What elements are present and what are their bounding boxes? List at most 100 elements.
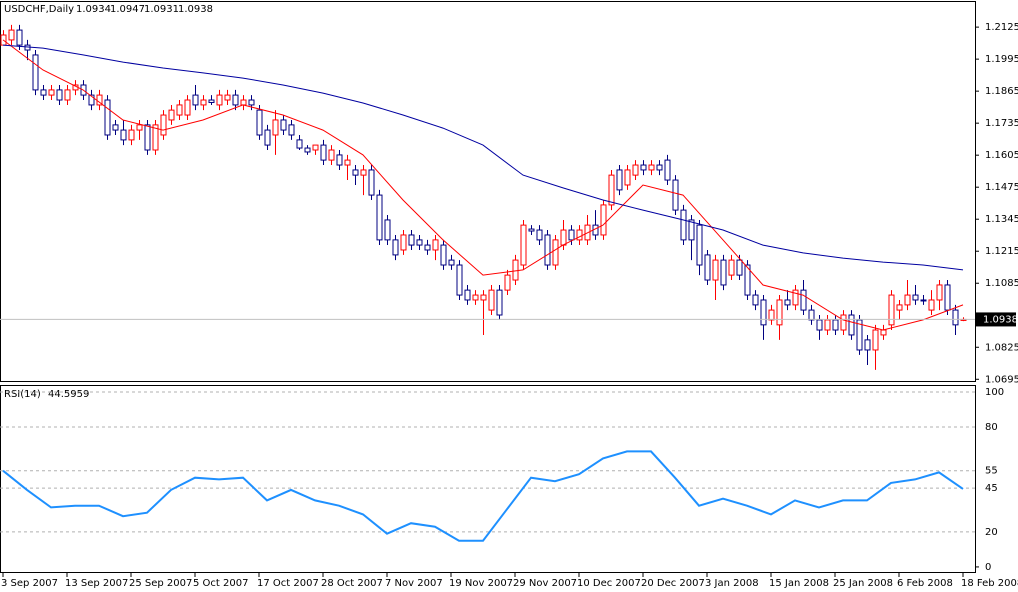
candle-body [936, 284, 943, 301]
candle-body [160, 114, 167, 136]
candle-body [448, 259, 455, 266]
x-tick-label: 6 Feb 2008 [897, 578, 953, 589]
y-tick-label: 100 [985, 387, 1004, 398]
candle-body [664, 159, 671, 181]
candle-body [440, 244, 447, 266]
x-tick-label: 17 Oct 2007 [257, 578, 319, 589]
candle-body [328, 149, 335, 161]
candle-body [712, 259, 719, 281]
y-tick-label: 80 [985, 422, 998, 433]
candle-body [256, 109, 263, 136]
candle-body [680, 209, 687, 241]
candle-body [552, 239, 559, 266]
candle-body [464, 289, 471, 301]
rsi-panel [0, 385, 976, 573]
candle-body [360, 169, 367, 176]
candle-body [456, 264, 463, 296]
candle-body [528, 228, 535, 232]
candle-body [32, 54, 39, 91]
x-tick-label: 5 Oct 2007 [193, 578, 248, 589]
x-tick-label: 20 Dec 2007 [641, 578, 705, 589]
candle-body [920, 299, 927, 302]
candle-body [480, 294, 487, 301]
candle-body [840, 314, 847, 331]
y-tick-label: 1.0825 [985, 342, 1018, 353]
x-tick-label: 25 Jan 2008 [833, 578, 893, 589]
candle-body [56, 89, 63, 101]
candle-body [384, 219, 391, 241]
y-tick-label: 1.1995 [985, 54, 1018, 65]
y-tick-label: 1.1735 [985, 118, 1018, 129]
candle-body [312, 144, 319, 151]
rsi-line [2, 450, 964, 542]
candle-body [40, 89, 47, 96]
candle-body [512, 259, 519, 281]
candle-body [544, 234, 551, 266]
candle-body [432, 239, 439, 251]
rsi-title: RSI(14) [4, 389, 41, 400]
candle-body [912, 294, 919, 301]
candle-body [944, 284, 951, 311]
candle-body [416, 239, 423, 246]
y-tick-label: 1.1345 [985, 214, 1018, 225]
last-price-box [976, 312, 1016, 327]
candle-body [104, 99, 111, 136]
y-tick-label: 1.1605 [985, 150, 1018, 161]
candle-body [632, 164, 639, 176]
header-open: 1.0934 [76, 4, 111, 15]
candle-body [240, 99, 247, 106]
candle-body [600, 204, 607, 236]
candle-body [288, 124, 295, 136]
candle-body [608, 174, 615, 206]
y-tick-label: 1.0695 [985, 374, 1018, 385]
candle-body [64, 89, 71, 101]
candle-body [696, 224, 703, 266]
x-tick-label: 7 Nov 2007 [385, 578, 443, 589]
candle-body [472, 294, 479, 301]
candle-body [408, 234, 415, 246]
candle-body [520, 224, 527, 266]
candle-body [816, 319, 823, 331]
candle-body [376, 194, 383, 241]
candle-body [832, 319, 839, 331]
x-tick-label: 18 Feb 2008 [961, 578, 1018, 589]
y-tick-label: 1.1085 [985, 278, 1018, 289]
header-high: 1.0947 [110, 4, 145, 15]
candle-body [792, 289, 799, 306]
candle-body [232, 94, 239, 106]
y-tick-label: 1.2125 [985, 22, 1018, 33]
last-price-label: 1.0938 [983, 314, 1018, 325]
candle-body [760, 299, 767, 326]
candle-body [720, 259, 727, 286]
candle-body [896, 304, 903, 311]
candle-body [344, 159, 351, 166]
y-tick-label: 55 [985, 466, 998, 477]
candle-body [48, 89, 55, 96]
candle-body [824, 319, 831, 331]
candle-body [640, 164, 647, 171]
x-tick-label: 29 Nov 2007 [513, 578, 577, 589]
y-tick-label: 1.1215 [985, 246, 1018, 257]
candle-body [672, 179, 679, 211]
candle-body [576, 229, 583, 241]
x-tick-label: 19 Nov 2007 [449, 578, 513, 589]
candle-body [904, 294, 911, 306]
x-tick-label: 13 Sep 2007 [65, 578, 128, 589]
chart-title: USDCHF,Daily [4, 4, 74, 15]
header-close: 1.0938 [178, 4, 213, 15]
candle-body [504, 274, 511, 291]
candle-body [112, 124, 119, 131]
candle-body [152, 124, 159, 151]
x-tick-label: 3 Jan 2008 [705, 578, 759, 589]
candle-body [872, 329, 879, 351]
candle-body [16, 29, 23, 46]
y-tick-label: 0 [985, 562, 991, 573]
candle-body [352, 169, 359, 176]
candle-body [568, 229, 575, 241]
candle-body [320, 144, 327, 161]
candle-body [496, 289, 503, 316]
candle-body [224, 94, 231, 101]
moving-average [2, 44, 964, 271]
